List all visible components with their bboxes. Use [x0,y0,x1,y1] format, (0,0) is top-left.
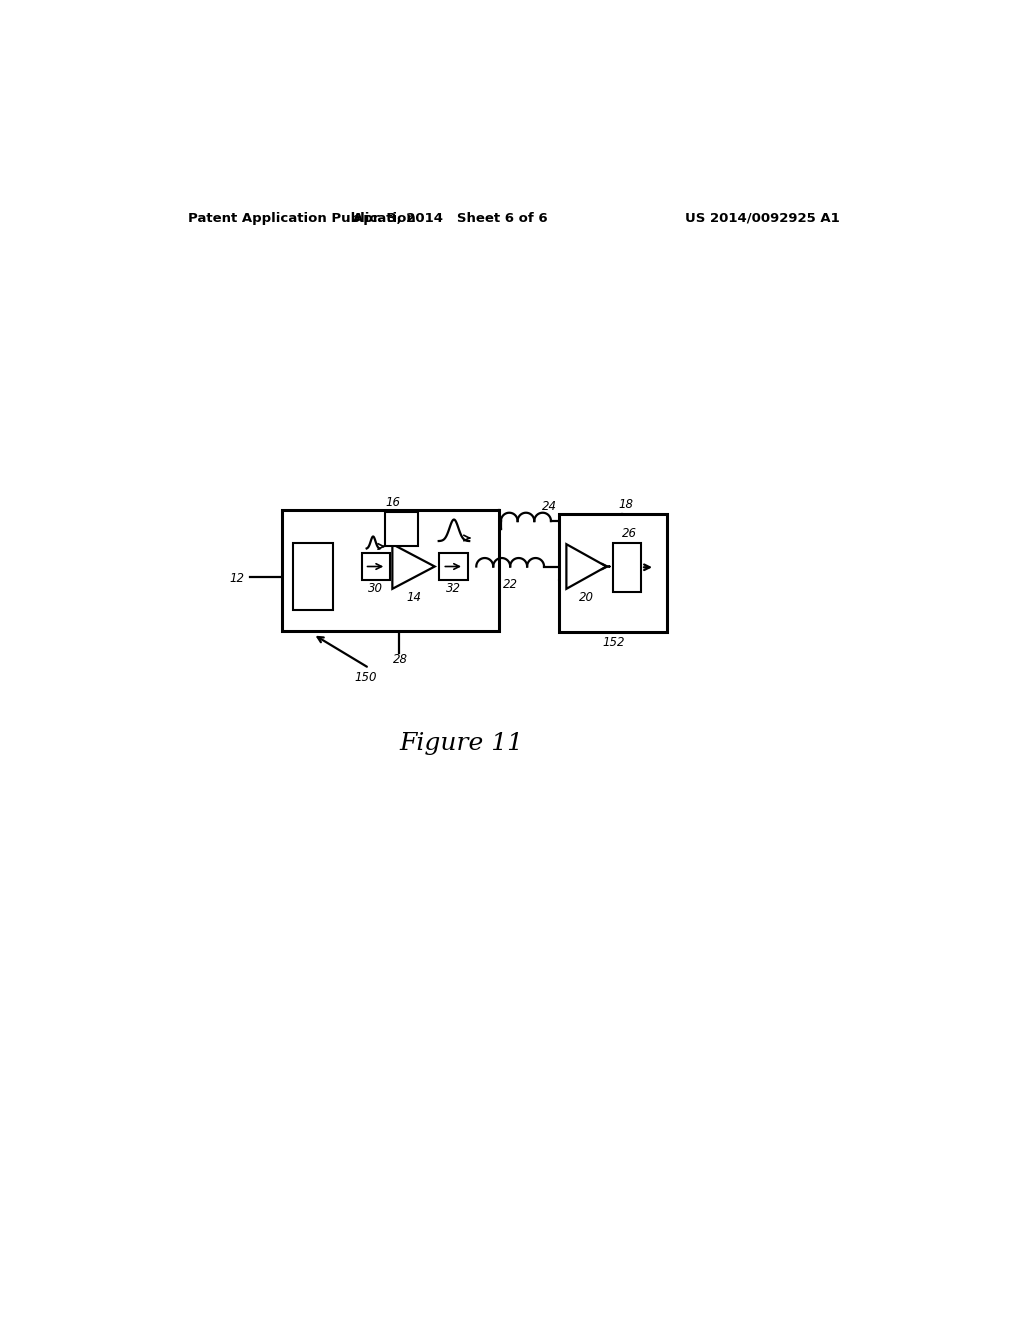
Text: 20: 20 [579,591,594,605]
Bar [559,515,668,632]
Bar [283,511,500,631]
Bar [361,553,390,579]
Bar [385,512,418,545]
Text: 12: 12 [229,572,245,585]
Text: 22: 22 [503,578,518,591]
Bar [293,543,333,610]
Bar [439,553,468,579]
Text: US 2014/0092925 A1: US 2014/0092925 A1 [685,213,840,224]
Text: 150: 150 [354,671,377,684]
Text: 14: 14 [407,591,421,605]
Text: 24: 24 [542,499,557,512]
Text: 28: 28 [393,653,409,665]
Text: 32: 32 [446,582,461,595]
Polygon shape [566,544,606,589]
Text: 26: 26 [622,527,637,540]
Bar [612,543,641,591]
Text: 152: 152 [602,636,625,649]
Text: 18: 18 [618,498,634,511]
Text: 16: 16 [385,496,400,508]
Text: Patent Application Publication: Patent Application Publication [188,213,416,224]
Text: Apr. 3, 2014   Sheet 6 of 6: Apr. 3, 2014 Sheet 6 of 6 [353,213,548,224]
Polygon shape [392,544,435,589]
Text: 30: 30 [369,582,383,595]
Text: Figure 11: Figure 11 [399,733,523,755]
